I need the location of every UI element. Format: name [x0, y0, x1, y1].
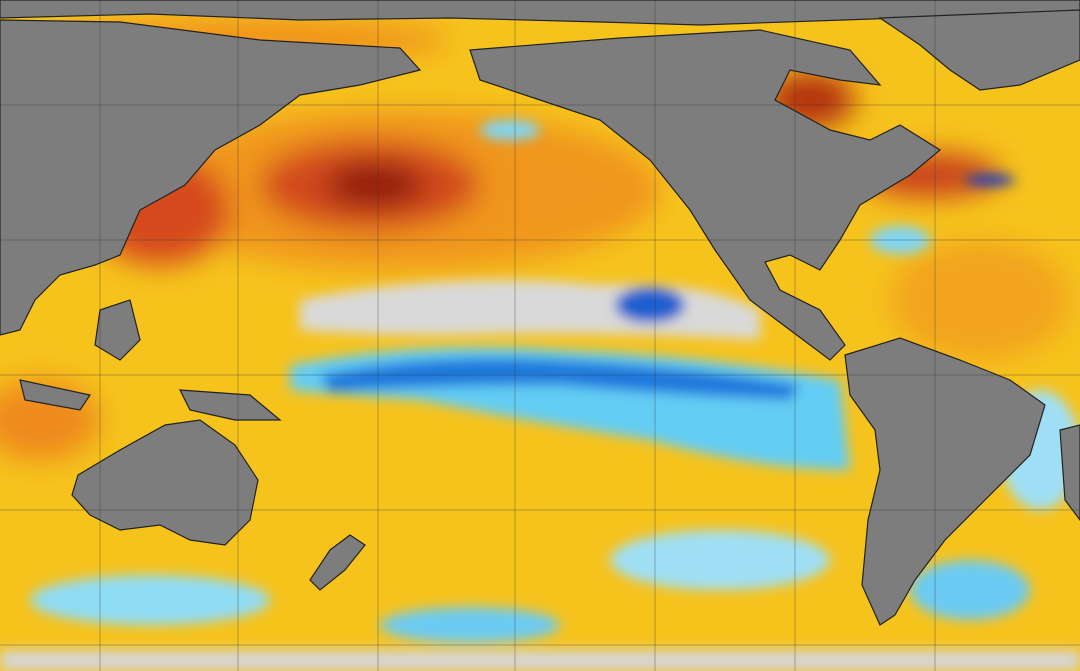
cool-patch — [30, 575, 270, 625]
new-zealand — [309, 534, 366, 591]
cold-patch — [965, 174, 1015, 186]
antarctic-edge — [0, 650, 1080, 671]
new-guinea — [178, 389, 282, 421]
greenland — [878, 9, 1080, 91]
warm-patch — [890, 240, 1070, 360]
north-america — [469, 29, 942, 361]
africa — [1059, 424, 1080, 521]
cool-patch — [480, 120, 540, 140]
warm-patch — [325, 163, 425, 207]
island — [94, 299, 141, 361]
cold-patch — [615, 287, 685, 323]
cool-patch — [380, 607, 560, 643]
cool-patch — [870, 226, 930, 254]
neutral-band — [300, 280, 760, 340]
cool-anomalies — [0, 110, 1080, 671]
island — [19, 379, 91, 411]
land — [0, 0, 1080, 626]
asia — [0, 19, 422, 336]
australia — [71, 419, 259, 546]
cool-patch — [610, 530, 830, 590]
arctic — [0, 0, 1080, 26]
cool-patch — [910, 560, 1030, 620]
south-america — [844, 337, 1046, 626]
cold-tongue — [320, 357, 800, 400]
